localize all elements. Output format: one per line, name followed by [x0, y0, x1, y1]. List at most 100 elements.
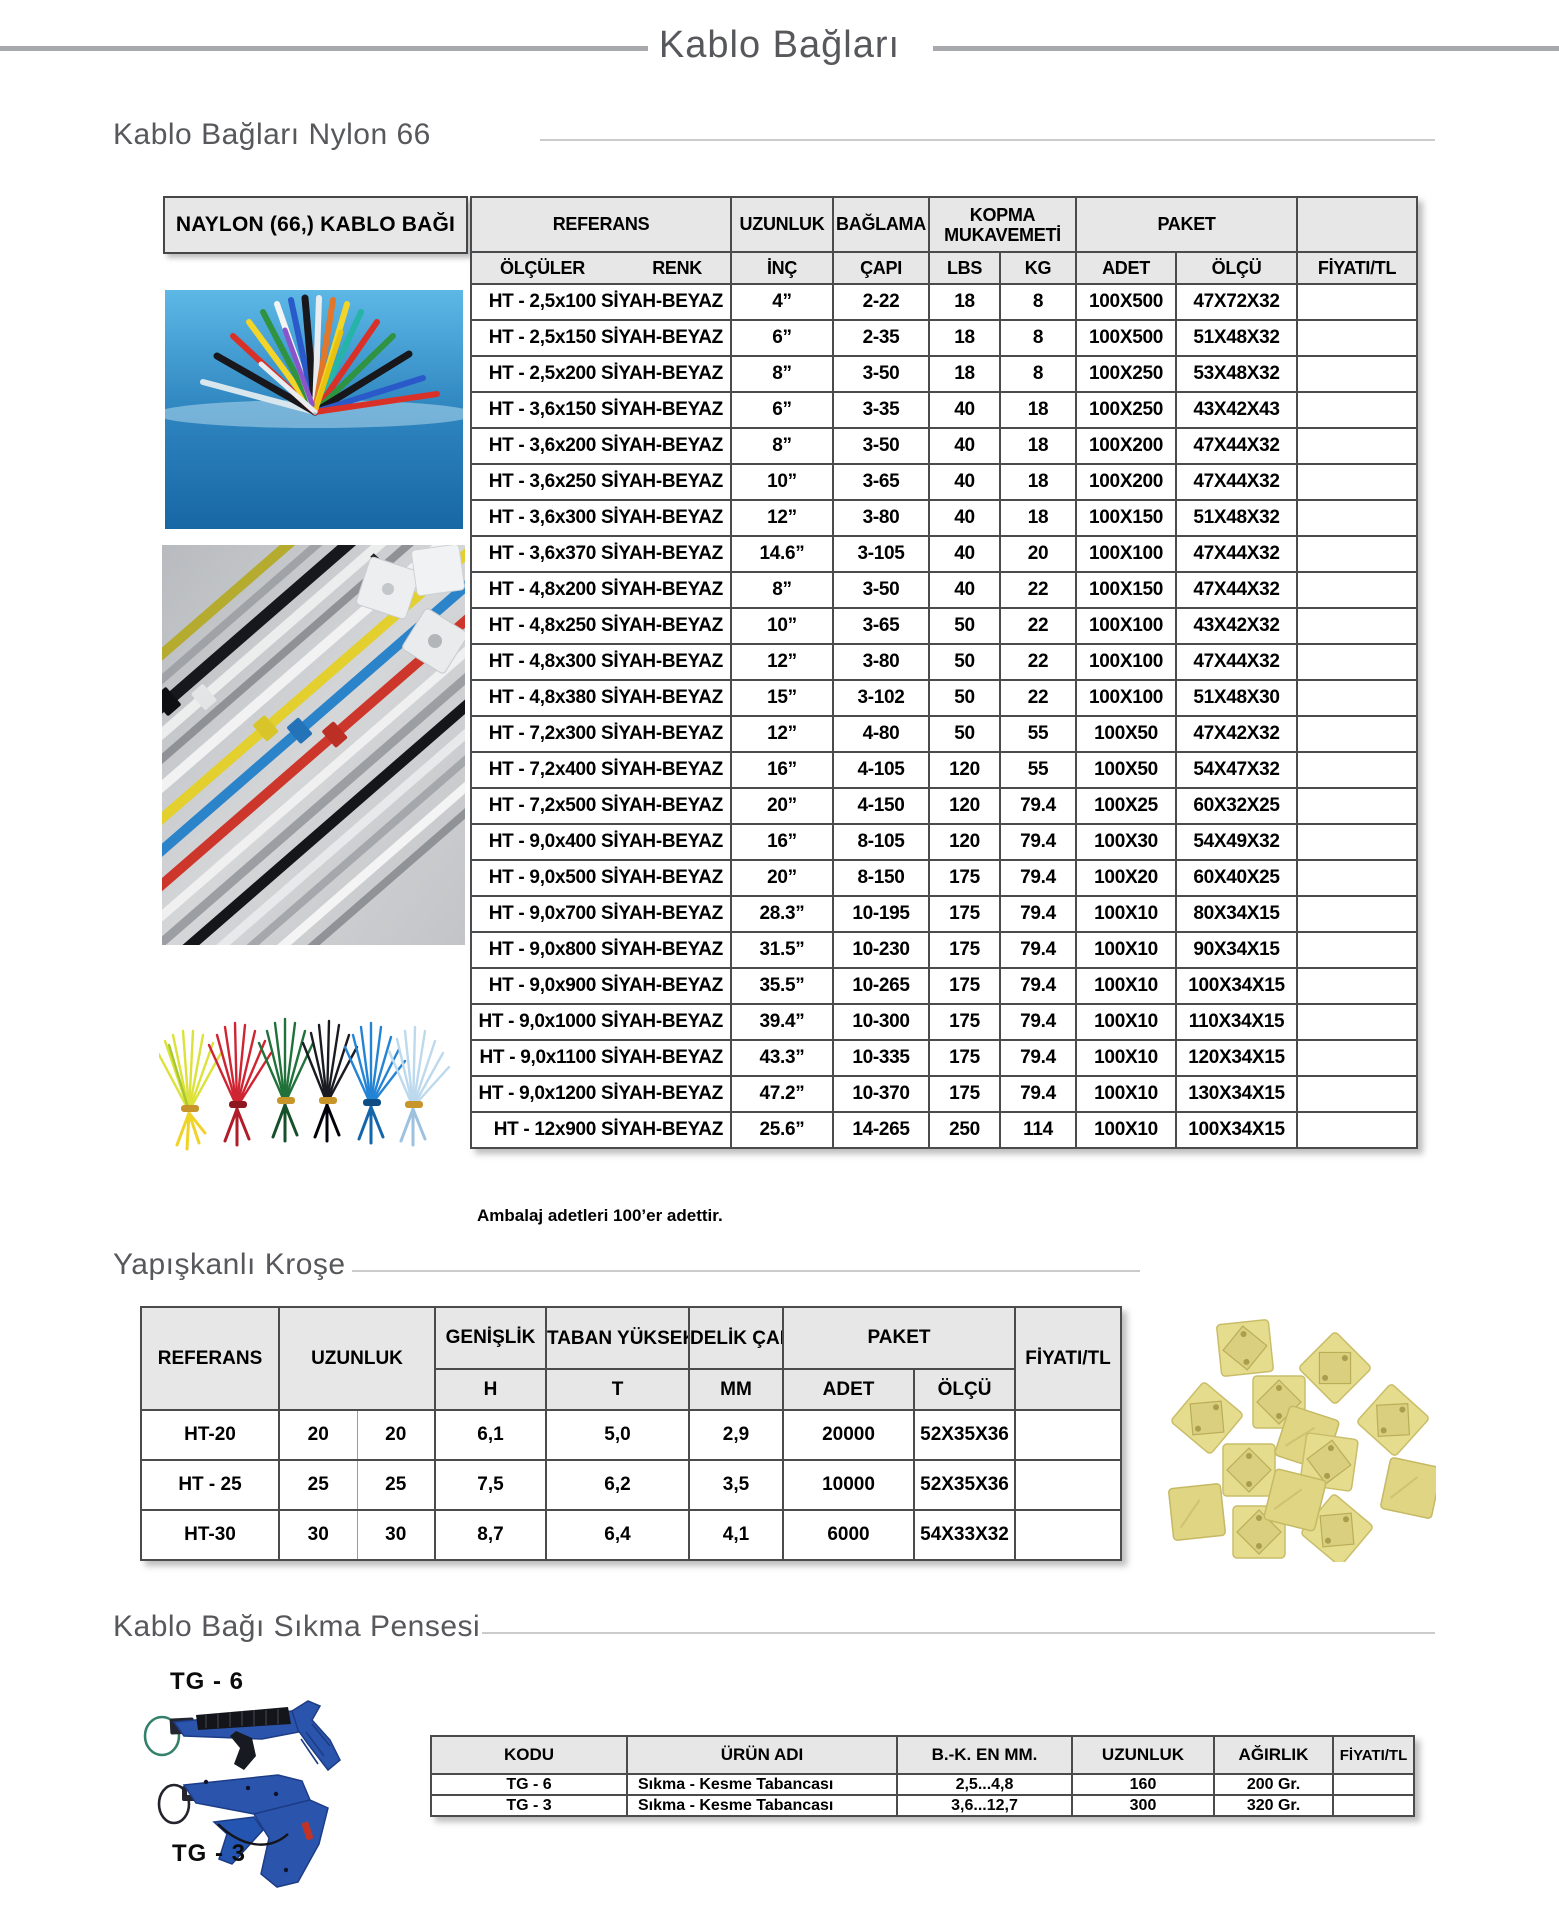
col-olcu: ÖLÇÜ [1175, 251, 1299, 285]
cell-kg: 8 [998, 283, 1078, 321]
cell-adet: 100X10 [1075, 1111, 1178, 1149]
cell-kg: 22 [998, 679, 1078, 717]
cell-capi: 10-230 [832, 931, 930, 969]
col-referans: REFERANS [470, 196, 732, 253]
cell-olcu: 54X47X32 [1175, 751, 1299, 789]
col-mm: MM [688, 1368, 784, 1411]
cell-inc: 12” [730, 715, 834, 753]
cell-fiyat [1296, 283, 1419, 321]
nylon-table-row: HT - 3,6x370 SİYAH-BEYAZ 14.6” 3-105 40 … [470, 535, 1419, 573]
cell-adet: 100X10 [1075, 967, 1178, 1005]
cell-adet: 100X150 [1075, 499, 1178, 537]
cell-inc: 28.3” [730, 895, 834, 933]
col-paket: PAKET [781, 1306, 1017, 1370]
cell-fiyat [1296, 499, 1419, 537]
cell-adet: 100X20 [1075, 859, 1178, 897]
cell-fiyat [1332, 1773, 1415, 1796]
cell-lbs: 120 [928, 787, 1001, 825]
cell-olcu: 130X34X15 [1175, 1075, 1299, 1113]
nylon-table-row: HT - 9,0x1200 SİYAH-BEYAZ 47.2” 10-370 1… [470, 1075, 1419, 1113]
cell-uzunluk-1: 20 [281, 1412, 358, 1458]
col-genislik: GENİŞLİK [434, 1306, 547, 1370]
krose-table: REFERANS UZUNLUK GENİŞLİK TABAN YÜKSEKLİ… [140, 1306, 1123, 1561]
nylon-table-row: HT - 4,8x250 SİYAH-BEYAZ 10” 3-65 50 22 … [470, 607, 1419, 645]
nylon-table-row: HT - 7,2x300 SİYAH-BEYAZ 12” 4-80 50 55 … [470, 715, 1419, 753]
cell-fiyat [1296, 319, 1419, 357]
cell-adet: 100X200 [1075, 427, 1178, 465]
cell-capi: 3-50 [832, 355, 930, 393]
cell-inc: 8” [730, 355, 834, 393]
cell-fiyat [1296, 1111, 1419, 1149]
cell-olcu: 54X49X32 [1175, 823, 1299, 861]
cell-inc: 47.2” [730, 1075, 834, 1113]
cell-inc: 6” [730, 391, 834, 429]
cell-capi: 4-105 [832, 751, 930, 789]
cell-fiyat [1296, 391, 1419, 429]
cell-olcu: 100X34X15 [1175, 1111, 1299, 1149]
cell-lbs: 120 [928, 751, 1001, 789]
cell-olcu: 60X32X25 [1175, 787, 1299, 825]
cell-referans: HT - 3,6x250 SİYAH-BEYAZ [470, 463, 732, 501]
cell-capi: 3-80 [832, 499, 930, 537]
cell-referans: HT - 25 [140, 1459, 280, 1511]
cell-lbs: 175 [928, 895, 1001, 933]
col-taban-yuksekligi: TABAN YÜKSEKLİĞİ [545, 1306, 690, 1370]
cell-inc: 4” [730, 283, 834, 321]
cell-fiyat [1296, 607, 1419, 645]
cell-adet: 20000 [782, 1409, 915, 1461]
col-t: T [545, 1368, 690, 1411]
cell-referans: HT - 9,0x800 SİYAH-BEYAZ [470, 931, 732, 969]
cell-fiyat [1296, 1039, 1419, 1077]
cell-capi: 3-80 [832, 643, 930, 681]
cell-kg: 55 [998, 715, 1078, 753]
cell-kg: 22 [998, 643, 1078, 681]
cell-referans: HT - 9,0x400 SİYAH-BEYAZ [470, 823, 732, 861]
col-empty [1296, 196, 1419, 253]
col-olcu: ÖLÇÜ [912, 1368, 1017, 1411]
section-heading-nylon66: Kablo Bağları Nylon 66 [113, 118, 431, 151]
cell-adet: 100X50 [1075, 751, 1178, 789]
nylon-table-row: HT - 3,6x200 SİYAH-BEYAZ 8” 3-50 40 18 1… [470, 427, 1419, 465]
cell-kg: 18 [998, 391, 1078, 429]
cell-lbs: 50 [928, 607, 1001, 645]
tg6-label: TG - 6 [170, 1668, 245, 1695]
cell-uzunluk-2: 30 [385, 1524, 407, 1545]
title-rule-right [933, 46, 1559, 51]
cell-olcu: 53X48X32 [1175, 355, 1299, 393]
cell-uzunluk: 25 25 [278, 1459, 436, 1511]
cell-olcu: 52X35X36 [912, 1409, 1017, 1461]
cell-fiyat [1014, 1459, 1123, 1511]
cell-olcu: 47X44X32 [1175, 463, 1299, 501]
cell-inc: 12” [730, 499, 834, 537]
section-rule-krose [352, 1270, 1140, 1272]
pense-table-row: TG - 6 Sıkma - Kesme Tabancası 2,5...4,8… [430, 1773, 1415, 1796]
cell-urun-adi: Sıkma - Kesme Tabancası [626, 1794, 898, 1817]
cable-tie-bundles-photo [159, 995, 451, 1167]
cell-olcu: 43X42X43 [1175, 391, 1299, 429]
cell-mm: 2,9 [688, 1409, 784, 1461]
cell-fiyat [1332, 1794, 1415, 1817]
cell-adet: 100X250 [1075, 355, 1178, 393]
cell-lbs: 175 [928, 967, 1001, 1005]
cell-capi: 10-370 [832, 1075, 930, 1113]
cell-fiyat [1296, 571, 1419, 609]
cell-t: 5,0 [545, 1409, 690, 1461]
cell-olcu: 110X34X15 [1175, 1003, 1299, 1041]
cell-olcu: 90X34X15 [1175, 931, 1299, 969]
cell-fiyat [1296, 967, 1419, 1005]
pense-table-body: TG - 6 Sıkma - Kesme Tabancası 2,5...4,8… [430, 1773, 1415, 1817]
cell-kg: 114 [998, 1111, 1078, 1149]
cell-inc: 10” [730, 607, 834, 645]
col-inc: İNÇ [730, 251, 834, 285]
cell-inc: 8” [730, 427, 834, 465]
cell-adet: 100X100 [1075, 679, 1178, 717]
cell-capi: 3-50 [832, 427, 930, 465]
cell-kg: 8 [998, 355, 1078, 393]
cell-lbs: 18 [928, 319, 1001, 357]
cell-inc: 15” [730, 679, 834, 717]
cell-olcu: 52X35X36 [912, 1459, 1017, 1511]
col-olculer-renk: ÖLÇÜLER RENK [470, 251, 732, 285]
adhesive-mounts-photo [1167, 1318, 1436, 1562]
nylon-table-row: HT - 9,0x500 SİYAH-BEYAZ 20” 8-150 175 7… [470, 859, 1419, 897]
cell-h: 6,1 [434, 1409, 547, 1461]
